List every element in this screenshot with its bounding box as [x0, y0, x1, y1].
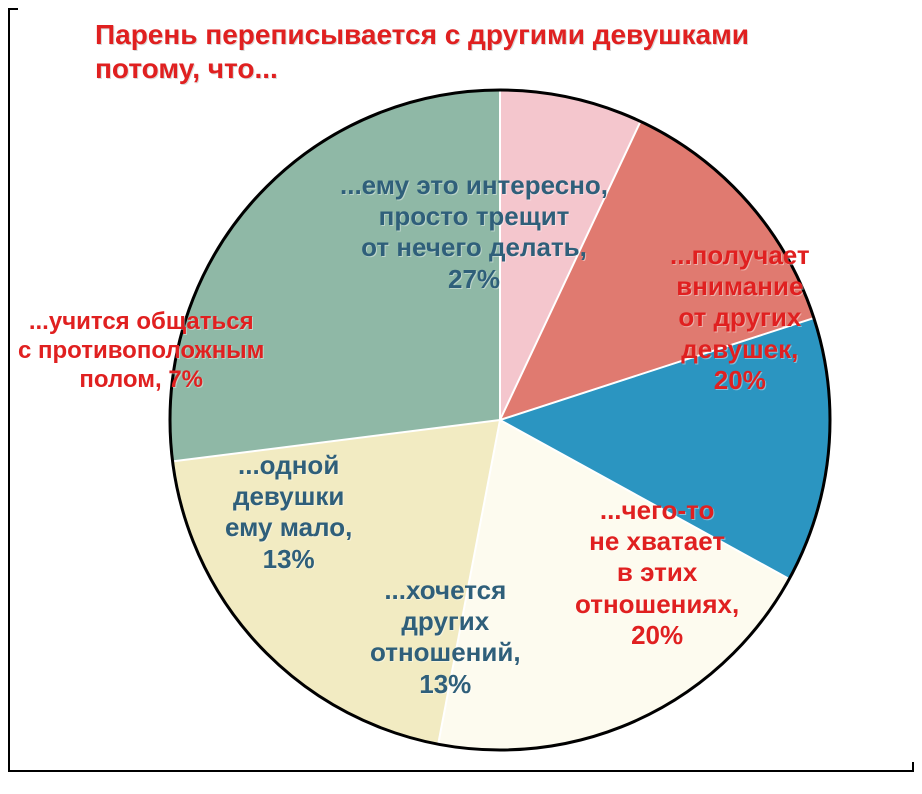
slice-label-4: ...одной девушки ему мало, 13% [225, 450, 352, 575]
slice-label-2: ...чего-то не хватает в этих отношениях,… [575, 495, 739, 651]
slice-label-0: ...ему это интересно, просто трещит от н… [340, 170, 608, 295]
chart-container: Парень переписывается с другими девушкам… [0, 0, 922, 794]
slice-label-5: ...учится общаться с противоположным пол… [18, 308, 264, 394]
slice-label-1: ...получает внимание от других девушек, … [670, 240, 810, 396]
slice-label-3: ...хочется других отношений, 13% [370, 575, 521, 700]
